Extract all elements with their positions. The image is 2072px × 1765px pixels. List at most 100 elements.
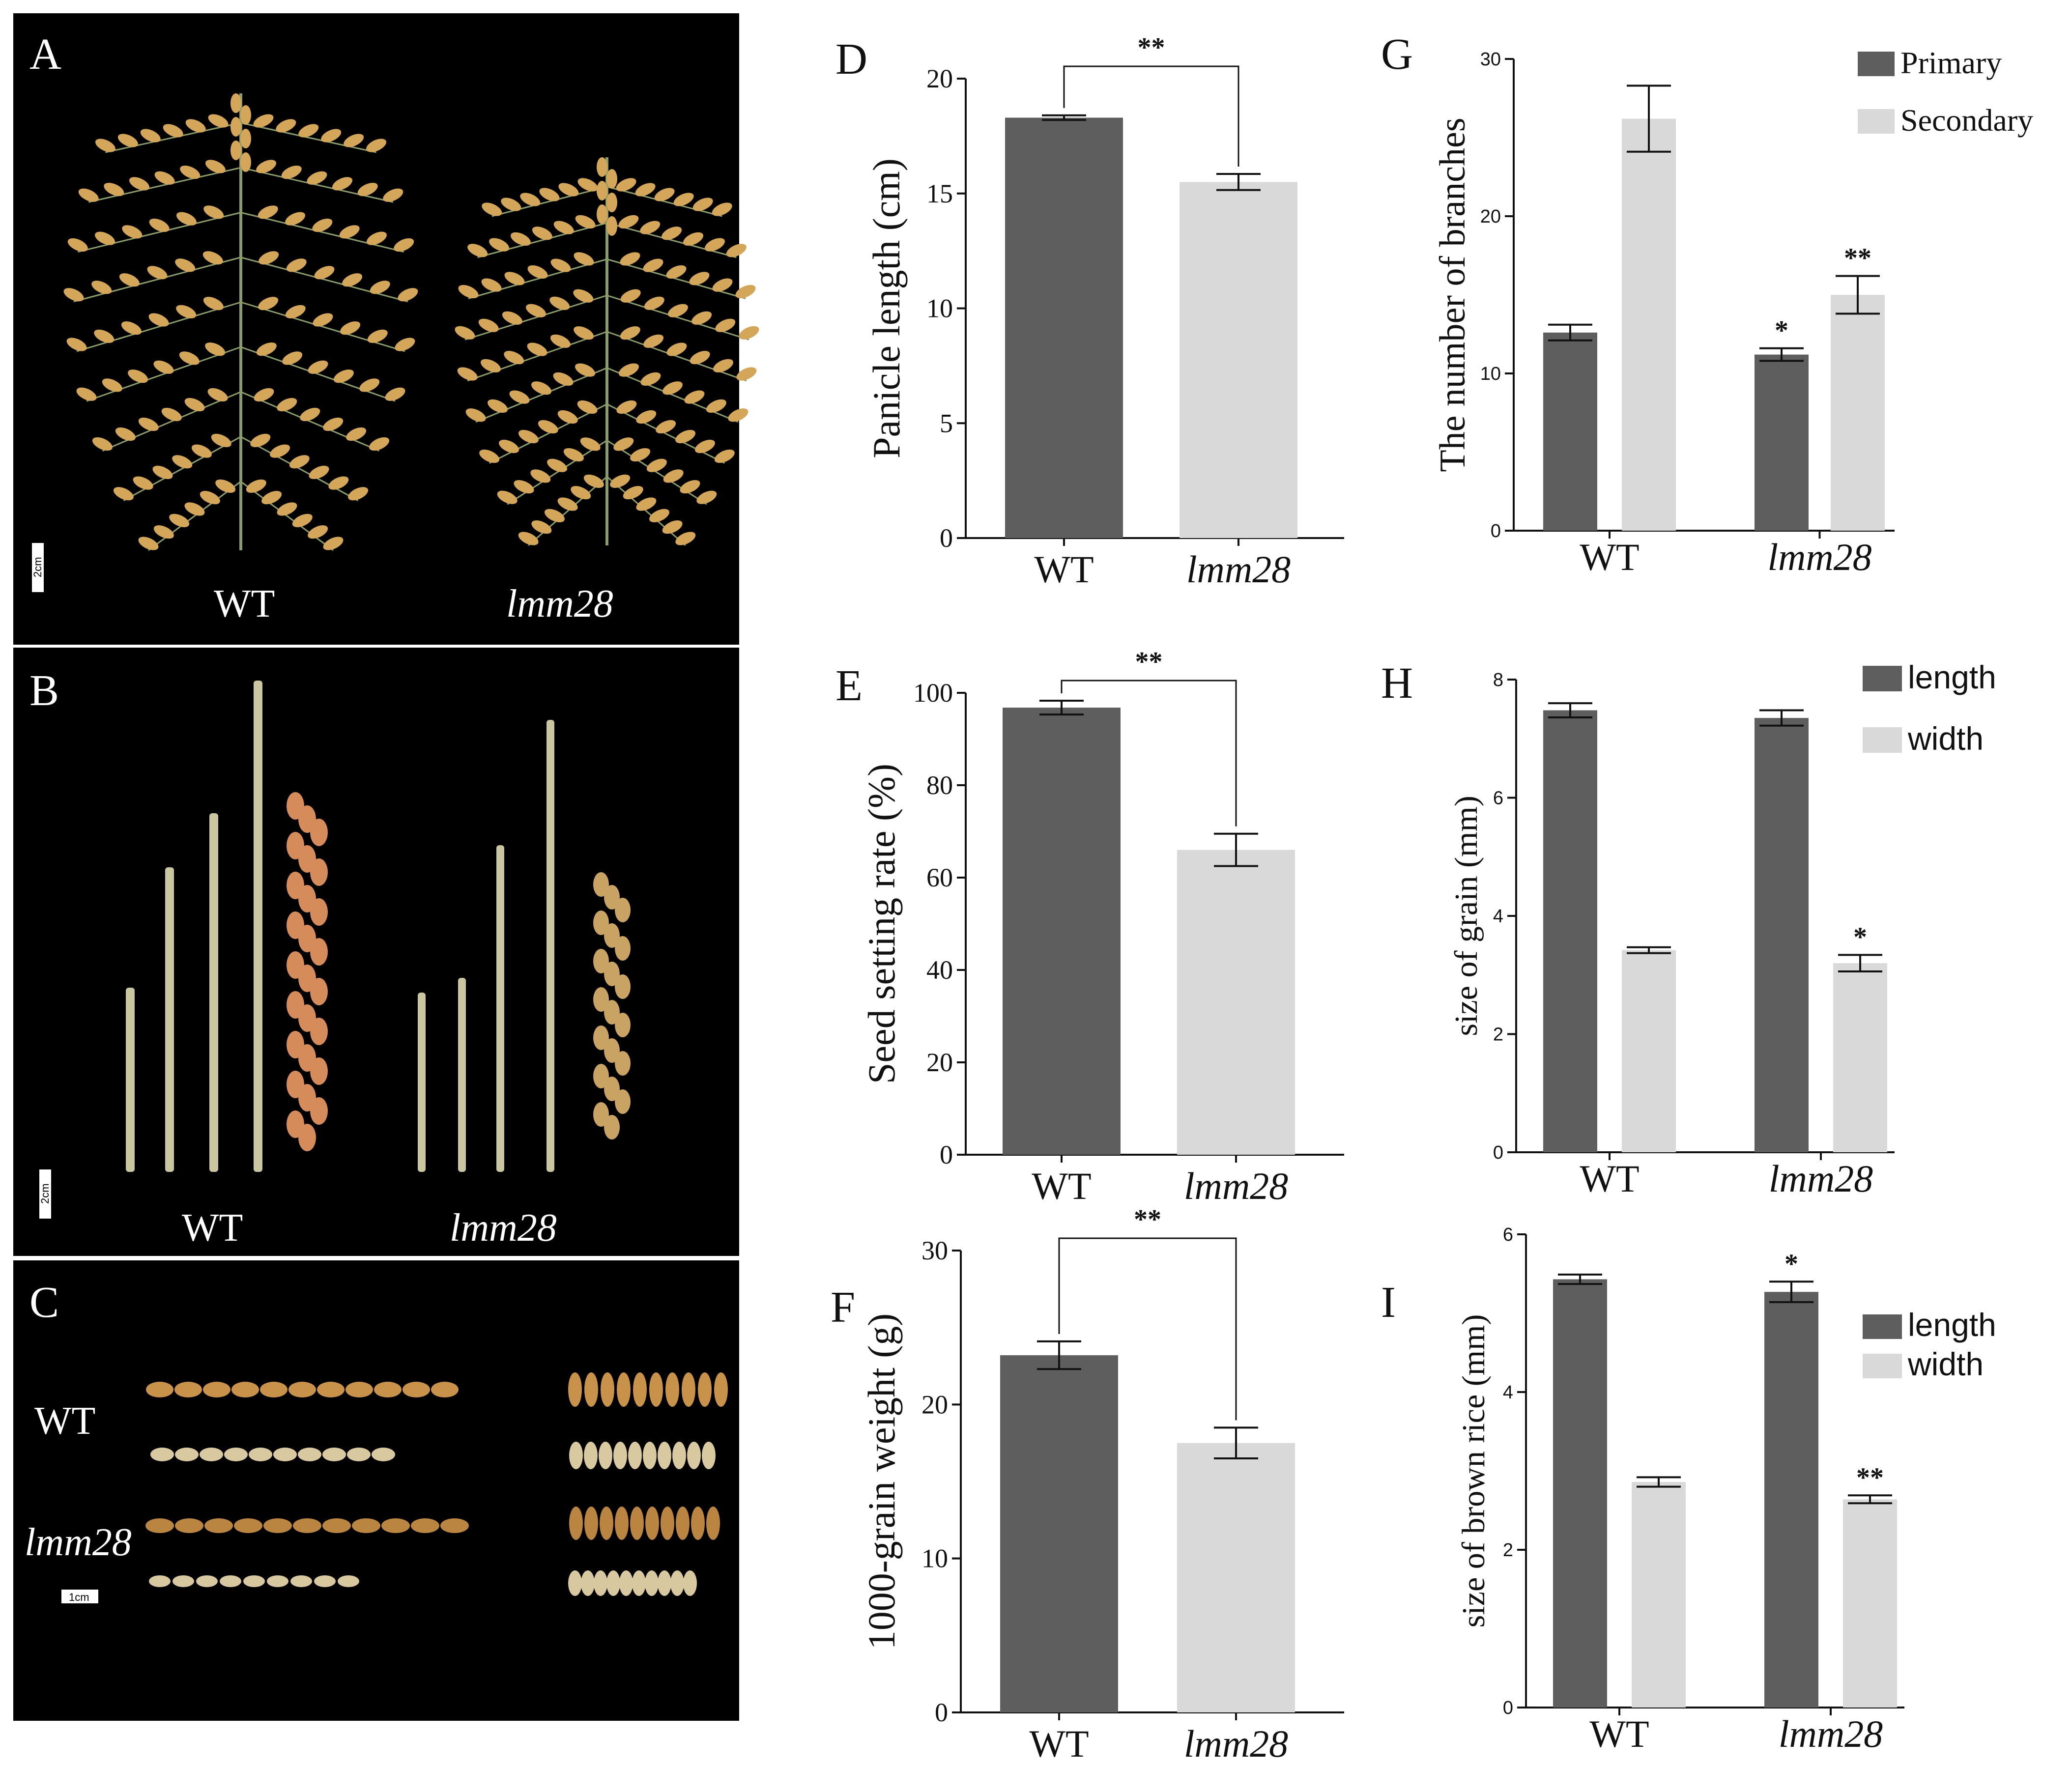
grain: [643, 1442, 657, 1469]
grain: [714, 449, 735, 463]
grain: [321, 129, 342, 142]
grain: [298, 124, 319, 138]
y-tick-label: 0: [940, 523, 953, 553]
grain: [623, 486, 643, 500]
grain: [645, 1570, 659, 1596]
grain: [630, 448, 651, 462]
significance-marker: **: [1856, 1462, 1884, 1493]
grain: [676, 1507, 690, 1540]
grain: [583, 474, 604, 488]
grain: [601, 1372, 614, 1407]
grain: [339, 225, 360, 239]
grain: [597, 157, 607, 177]
grain: [557, 497, 578, 511]
bar-length-lmm28: [1764, 1292, 1818, 1708]
panicle-branch: [105, 122, 241, 153]
grain: [604, 1077, 620, 1101]
grain: [736, 367, 757, 381]
photo-panel-b: B WT lmm28 2cm: [13, 648, 739, 1256]
grain: [117, 134, 138, 147]
grain: [530, 469, 551, 483]
grain: [557, 410, 578, 424]
grain: [140, 129, 161, 142]
grain: [338, 1575, 359, 1587]
grain: [620, 326, 640, 340]
significance-marker: **: [1134, 1204, 1161, 1235]
grain: [270, 444, 290, 458]
y-tick-label: 20: [1480, 206, 1501, 227]
panel-letter-b: B: [29, 666, 59, 715]
grain: [205, 160, 226, 173]
grain: [307, 171, 327, 185]
grain: [403, 1382, 430, 1397]
grain: [366, 231, 387, 245]
grain: [514, 480, 534, 494]
grain: [314, 266, 335, 280]
grain: [250, 433, 271, 448]
panicle-branch: [528, 476, 607, 546]
grain: [616, 178, 636, 192]
grain: [240, 105, 251, 125]
panel-letter-d: D: [835, 35, 867, 84]
grain: [574, 252, 594, 266]
grain: [176, 212, 197, 226]
grain: [467, 244, 488, 257]
grain: [713, 359, 734, 372]
grain: [646, 458, 667, 472]
grain: [504, 272, 525, 285]
grain: [666, 342, 687, 356]
panicle-branch: [468, 258, 607, 299]
grain: [150, 1448, 174, 1461]
x-tick-label-lmm28: lmm28: [1767, 536, 1871, 578]
legend-label-primary: Primary: [1900, 45, 2002, 80]
grain: [185, 119, 206, 133]
internode: [165, 867, 174, 1172]
grain: [374, 1382, 402, 1397]
grain: [538, 420, 558, 434]
grain: [154, 171, 175, 185]
grain: [313, 313, 333, 327]
grain: [104, 182, 124, 197]
grain: [502, 311, 522, 325]
grain: [640, 372, 661, 386]
grain: [617, 1372, 631, 1407]
grain: [348, 487, 369, 501]
grain: [196, 1575, 218, 1587]
legend-label-width: width: [1907, 1346, 1984, 1382]
grain: [200, 491, 220, 505]
grain: [146, 1382, 173, 1397]
grain: [273, 1448, 297, 1461]
y-tick-label: 0: [1493, 1142, 1503, 1163]
grain: [726, 244, 747, 257]
grain: [682, 1372, 695, 1407]
grain: [147, 266, 168, 280]
grain: [277, 502, 297, 516]
grain: [593, 1025, 609, 1050]
grain: [370, 281, 390, 294]
grain: [394, 238, 414, 252]
grain: [344, 134, 364, 147]
panicle-branch: [489, 403, 607, 464]
grain: [670, 1570, 684, 1596]
panicle-branch: [240, 481, 334, 551]
grain: [632, 1570, 646, 1596]
bar-lmm28: [1177, 1443, 1295, 1712]
grain: [683, 1570, 697, 1596]
x-tick-label-lmm28: lmm28: [1769, 1157, 1873, 1200]
grain: [290, 1575, 312, 1587]
grain: [593, 911, 609, 935]
grain: [128, 369, 148, 383]
grain: [615, 1051, 631, 1076]
grain: [224, 1448, 248, 1461]
photo-label-wt: WT: [214, 582, 275, 626]
grain: [203, 205, 224, 219]
grain: [633, 1372, 647, 1407]
significance-marker: *: [1784, 1249, 1798, 1279]
grain: [604, 1000, 620, 1025]
bar-length-lmm28: [1755, 718, 1809, 1152]
grain: [549, 296, 570, 310]
significance-marker: **: [1135, 647, 1163, 677]
grain: [457, 367, 478, 381]
bar-width-wt: [1632, 1481, 1686, 1708]
grain: [691, 311, 712, 325]
